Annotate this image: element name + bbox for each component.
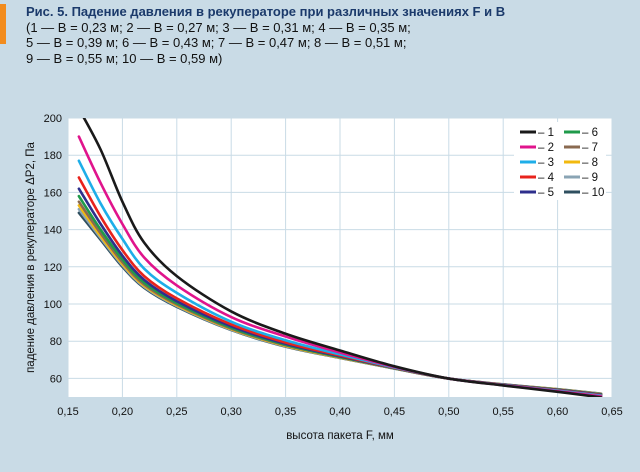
- x-tick-label: 0,45: [384, 406, 405, 418]
- accent-bar: [0, 4, 6, 44]
- x-tick-label: 0,15: [57, 406, 78, 418]
- x-tick-label: 0,65: [601, 406, 622, 418]
- x-tick-label: 0,50: [438, 406, 459, 418]
- y-tick-label: 60: [50, 373, 62, 385]
- figure-caption: Рис. 5. Падение давления в рекуператоре …: [26, 4, 632, 66]
- y-tick-label: 120: [44, 262, 62, 274]
- x-tick-label: 0,60: [547, 406, 568, 418]
- legend: – 1 – 2 – 3 – 4 – 5 – 6 – 7 – 8 – 9 – 10: [514, 122, 606, 200]
- legend-label-9: – 9: [582, 172, 598, 184]
- legend-label-8: – 8: [582, 157, 598, 169]
- y-tick-label: 180: [44, 150, 62, 162]
- legend-label-5: – 5: [538, 187, 554, 199]
- legend-label-7: – 7: [582, 142, 598, 154]
- caption-line-1: (1 — B = 0,23 м; 2 — B = 0,27 м; 3 — B =…: [26, 19, 411, 35]
- y-tick-label: 140: [44, 225, 62, 237]
- series-line-1: [82, 118, 603, 397]
- y-tick-label: 100: [44, 299, 62, 311]
- legend-label-2: – 2: [538, 142, 554, 154]
- y-tick-label: 160: [44, 187, 62, 199]
- y-tick-label: 80: [50, 336, 62, 348]
- x-tick-label: 0,20: [112, 406, 133, 418]
- legend-label-3: – 3: [538, 157, 554, 169]
- x-axis-ticks: 0,15 0,20 0,25 0,30 0,35 0,40 0,45 0,50 0,55 0,60…: [57, 406, 622, 418]
- grid: [67, 117, 613, 397]
- y-axis-ticks: 60 80 100 120 140 160 180 200: [44, 113, 62, 385]
- x-tick-label: 0,55: [492, 406, 513, 418]
- legend-label-1: – 1: [538, 127, 554, 139]
- y-tick-label: 200: [44, 113, 62, 125]
- y-axis-label: падение давления в рекуператоре ΔP2, Па: [25, 141, 37, 372]
- x-tick-label: 0,40: [329, 406, 350, 418]
- x-axis-label: высота пакета F, мм: [286, 430, 394, 442]
- legend-label-6: – 6: [582, 127, 598, 139]
- caption-line-2: 5 — B = 0,39 м; 6 — B = 0,43 м; 7 — B = …: [26, 35, 407, 50]
- caption-line-3: 9 — B = 0,55 м; 10 — B = 0,59 м): [26, 50, 223, 66]
- series-lines: [77, 118, 603, 397]
- x-tick-label: 0,30: [220, 406, 241, 418]
- caption-title: Рис. 5. Падение давления в рекуператоре …: [26, 4, 506, 19]
- legend-label-4: – 4: [538, 172, 555, 184]
- legend-label-10: – 10: [582, 187, 604, 199]
- x-tick-label: 0,25: [166, 406, 187, 418]
- x-tick-label: 0,35: [275, 406, 296, 418]
